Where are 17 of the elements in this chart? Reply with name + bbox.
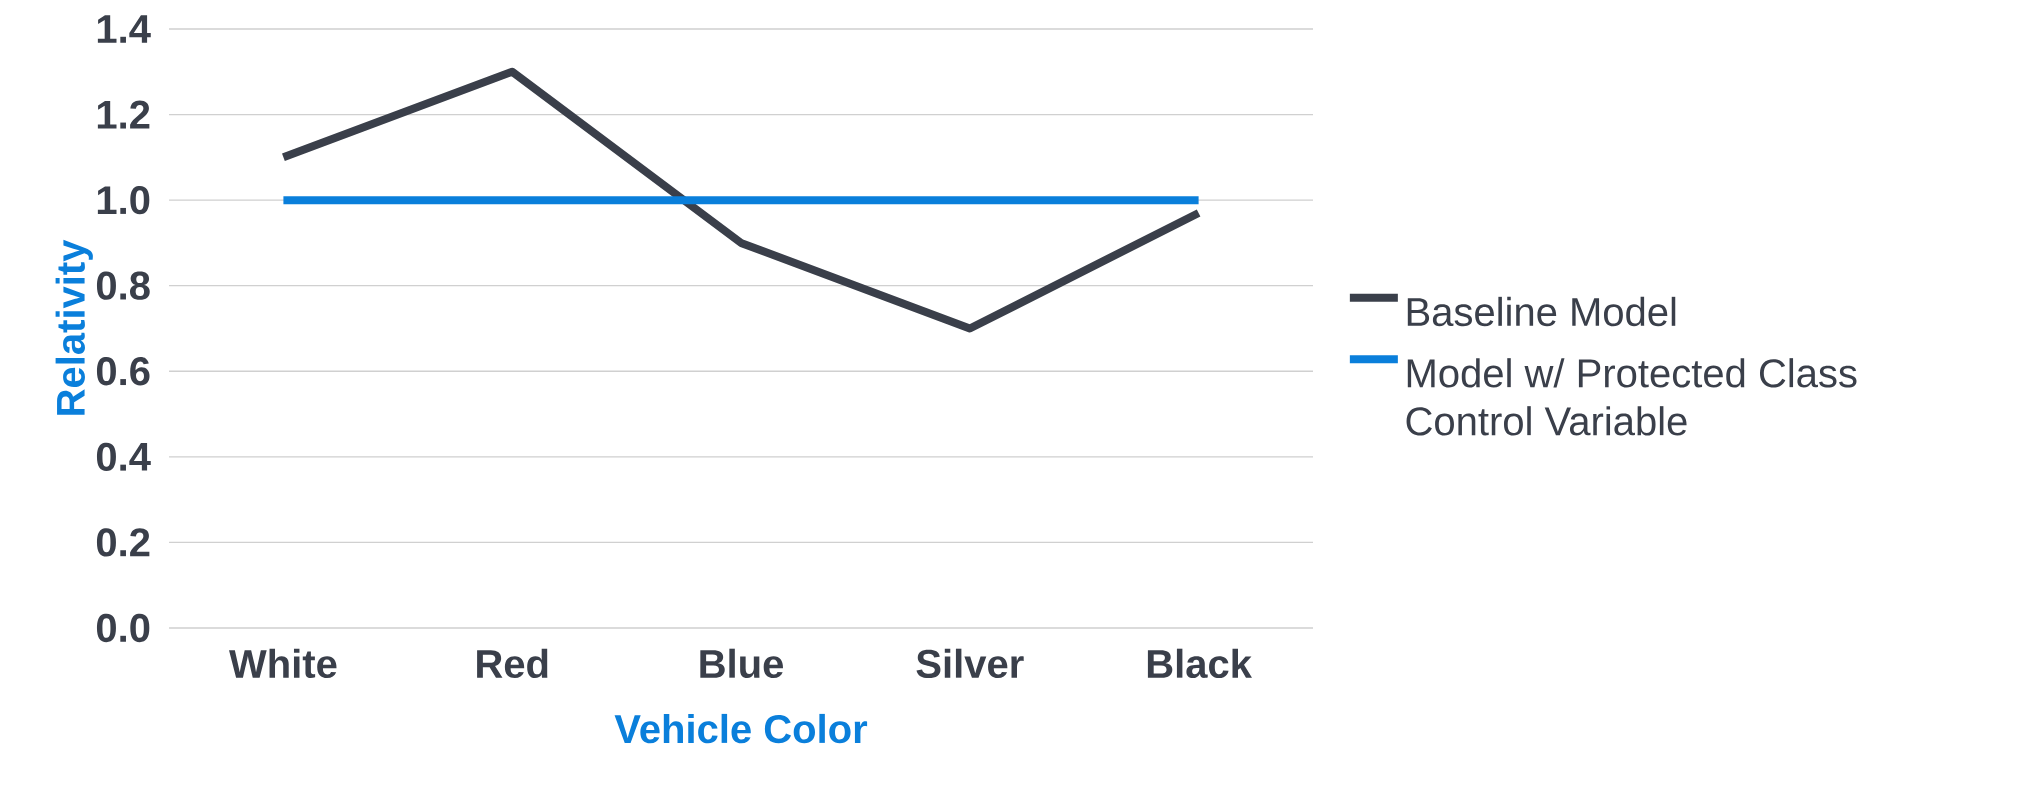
legend-label: Model w/ Protected Class Control Variable — [1406, 358, 1857, 436]
y-tick-label: 1.0 — [97, 185, 150, 215]
x-tick-label: Blue — [700, 648, 783, 679]
x-axis-title: Vehicle Color — [614, 713, 868, 744]
y-tick-label: 0.6 — [96, 357, 150, 386]
y-tick-label: 0.0 — [96, 613, 150, 643]
x-tick-label: Black — [1147, 648, 1252, 679]
x-tick-label: White — [229, 648, 337, 679]
y-tick-label: 0.8 — [96, 271, 150, 300]
x-tick-label: Red — [477, 648, 548, 679]
y-tick-label: 1.2 — [97, 100, 150, 129]
y-axis-title: Relativity — [55, 239, 93, 415]
y-tick-label: 0.2 — [96, 528, 150, 557]
legend-label: Baseline Model — [1407, 296, 1676, 327]
y-tick-label: 1.4 — [97, 15, 151, 43]
x-tick-label: Silver — [916, 648, 1024, 679]
y-tick-label: 0.4 — [96, 442, 151, 472]
